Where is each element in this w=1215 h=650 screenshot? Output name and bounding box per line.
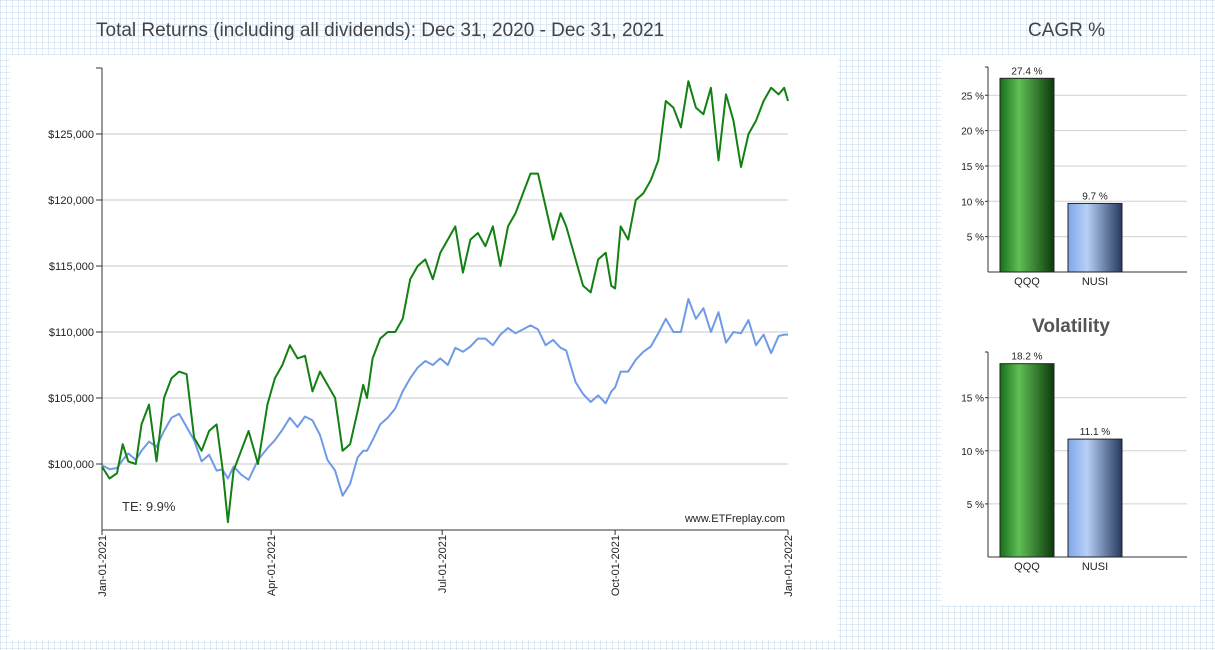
volatility-title: Volatility [1032,316,1110,337]
x-tick-label: Jan-01-2022 [783,535,795,597]
y-tick-label: $120,000 [48,195,94,207]
y-tick-label: 10 % [961,447,984,458]
x-tick-label: Oct-01-2021 [610,535,622,596]
y-tick-label: 15 % [961,162,984,173]
y-tick-label: $115,000 [49,261,94,273]
cagr-title: CAGR % [1028,20,1106,41]
bar-value-label: 18.2 % [1011,352,1042,363]
bar-qqq [999,363,1055,558]
cagr-bar-chart: 5 % 10 % 15 % 20 % 25 % 27.4 % QQQ 9.7 % NUSI [961,66,1187,288]
bar-qqq [999,77,1055,273]
line-chart: $100,000 $105,000 $110,000 $115,000 $120,000… [48,67,795,597]
y-tick-label: 25 % [961,91,984,102]
bar-nusi [1067,202,1123,273]
bar-value-label: 11.1 % [1080,427,1110,438]
stats-panel: 5 % 10 % 15 % 20 % 25 % 27.4 % QQQ 9.7 % NUSI Vo… [942,55,1200,605]
x-tick-label: Apr-01-2021 [266,535,278,596]
y-tick-label: $110,000 [49,327,94,339]
y-tick-label: 20 % [961,127,984,138]
bar-value-label: 27.4 % [1011,66,1042,77]
y-tick-label: 10 % [961,197,984,208]
x-tick-label: Jan-01-2021 [97,535,109,597]
y-tick-label: $100,000 [48,459,94,471]
series-line-nusi [101,298,788,497]
bar-value-label: 9.7 % [1082,191,1108,202]
y-tick-label: $125,000 [48,129,94,141]
chart-title: Total Returns (including all dividends):… [96,20,665,41]
watermark: www.ETFreplay.com [684,513,785,525]
y-tick-label: 5 % [967,233,984,244]
y-tick-label: 5 % [967,500,984,511]
volatility-bar-chart: 5 % 10 % 15 % 18.2 % QQQ 11.1 % NUSI [961,351,1187,573]
x-tick-label: Jul-01-2021 [437,535,449,593]
category-label: NUSI [1082,276,1108,288]
category-label: QQQ [1014,276,1040,288]
category-label: QQQ [1014,561,1040,573]
y-tick-label: $105,000 [48,393,94,405]
line-chart-panel: $100,000 $105,000 $110,000 $115,000 $120,000… [10,55,838,640]
te-label: TE: 9.9% [122,499,176,514]
category-label: NUSI [1082,561,1108,573]
bar-nusi [1067,438,1123,558]
series-line-qqq [101,80,789,524]
y-tick-label: 15 % [961,394,984,405]
